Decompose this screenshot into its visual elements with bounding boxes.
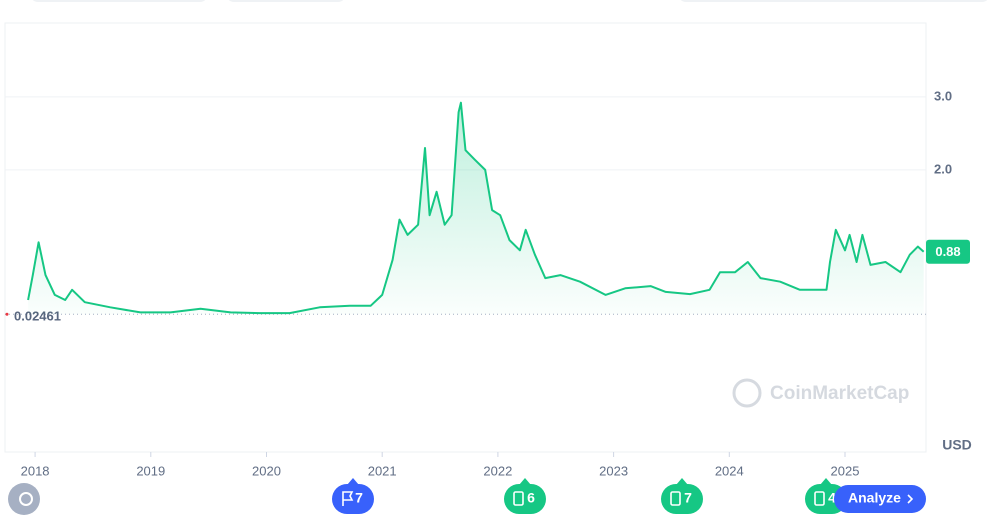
analyze-button[interactable]: Analyze (834, 485, 926, 513)
x-tick-label: 2020 (252, 463, 281, 478)
event-badge[interactable]: 7 (661, 478, 703, 514)
analyze-pill (834, 485, 926, 513)
event-count: 6 (527, 490, 535, 506)
last-price-badge (926, 239, 970, 264)
x-tick-label: 2022 (483, 463, 512, 478)
y-tick-label: 3.0 (934, 88, 952, 103)
doc-icon (670, 491, 681, 506)
plot-frame (4, 22, 927, 453)
doc-icon (814, 491, 825, 506)
x-tick-label: 2023 (599, 463, 628, 478)
x-tick-label: 2018 (21, 463, 50, 478)
event-pin (820, 478, 832, 485)
event-badge[interactable]: 6 (504, 478, 546, 514)
currency-label: USD (942, 437, 972, 453)
watermark-text: CoinMarketCap (770, 383, 909, 404)
last-price-label: 0.88 (935, 244, 960, 259)
x-tick-label: 2025 (831, 463, 860, 478)
event-pin (519, 478, 531, 485)
flag-icon (342, 491, 354, 506)
event-pill (504, 484, 546, 514)
event-pin (347, 478, 359, 485)
event-pill (332, 484, 374, 514)
price-area (28, 102, 924, 315)
history-icon (19, 492, 33, 506)
top-tab[interactable] (678, 0, 990, 2)
event-pill (661, 484, 703, 514)
history-button[interactable] (8, 483, 40, 515)
price-line (27, 101, 925, 315)
event-pin (676, 478, 688, 485)
analyze-chevron (907, 494, 914, 504)
reference-dot (5, 312, 9, 316)
y-tick-label: 2.0 (934, 161, 952, 176)
history-circle (8, 483, 40, 515)
top-tab[interactable] (226, 0, 346, 2)
top-tab[interactable] (30, 0, 208, 2)
x-tick-label: 2024 (715, 463, 744, 478)
x-tick-label: 2021 (368, 463, 397, 478)
event-badge[interactable]: 7 (332, 478, 374, 514)
event-count: 7 (355, 490, 363, 506)
event-count: 7 (684, 490, 692, 506)
analyze-label: Analyze (848, 490, 901, 506)
event-count: 4 (828, 490, 836, 506)
x-tick-label: 2019 (136, 463, 165, 478)
watermark: CoinMarketCap (732, 378, 909, 408)
doc-icon (513, 491, 524, 506)
